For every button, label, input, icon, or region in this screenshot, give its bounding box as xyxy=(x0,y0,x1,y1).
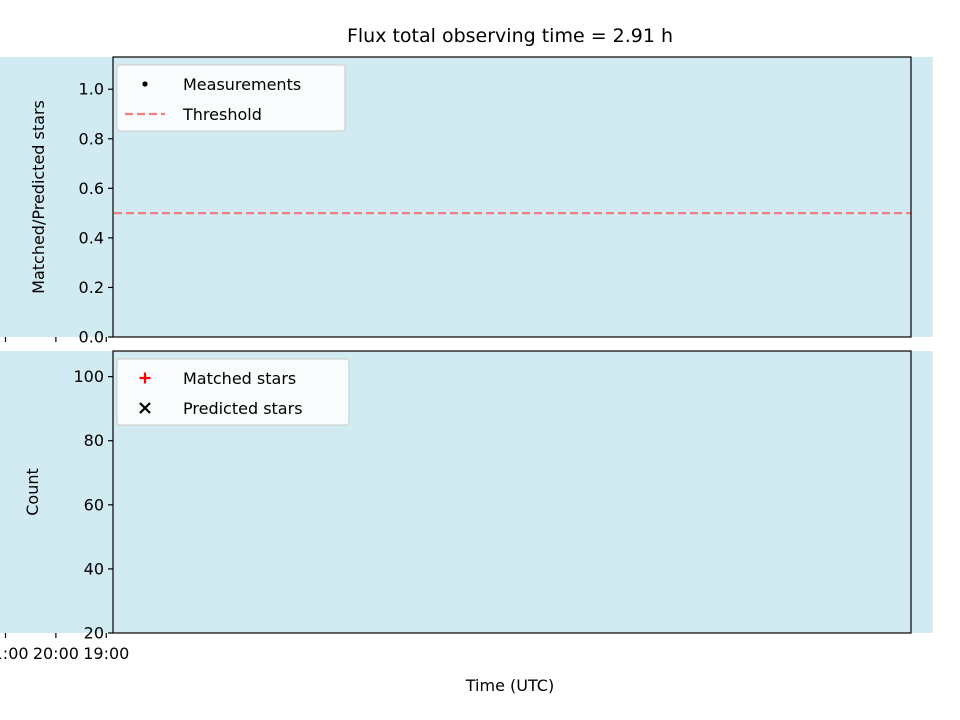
axes-frame xyxy=(112,56,912,338)
y-tick-label: 60 xyxy=(84,495,104,514)
legend-label: Measurements xyxy=(183,75,301,94)
legend: Measurements Threshold xyxy=(116,64,346,132)
y-tick-label: 80 xyxy=(84,431,104,450)
y-tick-label: 40 xyxy=(84,559,104,578)
axes-frame xyxy=(112,350,912,634)
chart-title: Flux total observing time = 2.91 h xyxy=(347,25,673,47)
x-tick-label: 21:00 xyxy=(0,644,29,663)
legend-marker xyxy=(139,372,151,384)
y-axis-label: Count xyxy=(23,468,42,516)
y-axis-label: Matched/Predicted stars xyxy=(29,100,48,294)
y-tick-label: 0.8 xyxy=(79,129,104,148)
legend-label: Matched stars xyxy=(183,369,296,388)
y-tick-label: 0.4 xyxy=(79,228,104,247)
y-tick-label: 0.2 xyxy=(79,278,104,297)
legend-box xyxy=(116,358,350,426)
y-tick-label: 0.0 xyxy=(79,328,104,347)
x-tick-label: 19:00 xyxy=(83,644,129,663)
legend-label: Threshold xyxy=(182,105,262,124)
y-tick-label: 1.0 xyxy=(79,80,104,99)
legend: Matched stars Predicted stars xyxy=(116,358,350,426)
y-tick-label: 0.6 xyxy=(79,179,104,198)
legend-box xyxy=(116,64,346,132)
x-tick-label: 20:00 xyxy=(33,644,79,663)
y-tick-label: 20 xyxy=(84,624,104,643)
y-tick-label: 100 xyxy=(73,367,104,386)
legend-marker xyxy=(139,402,151,414)
legend-label: Predicted stars xyxy=(183,399,303,418)
x-axis-label: Time (UTC) xyxy=(465,676,554,695)
bottom-panel: 2040608010019:0020:0021:0022:0023:0000:0… xyxy=(0,350,933,663)
legend-marker xyxy=(142,81,148,87)
top-panel: 0.0 0.2 0.4 0.6 0.8 1.0 Matched/Predicted star… xyxy=(0,56,933,347)
